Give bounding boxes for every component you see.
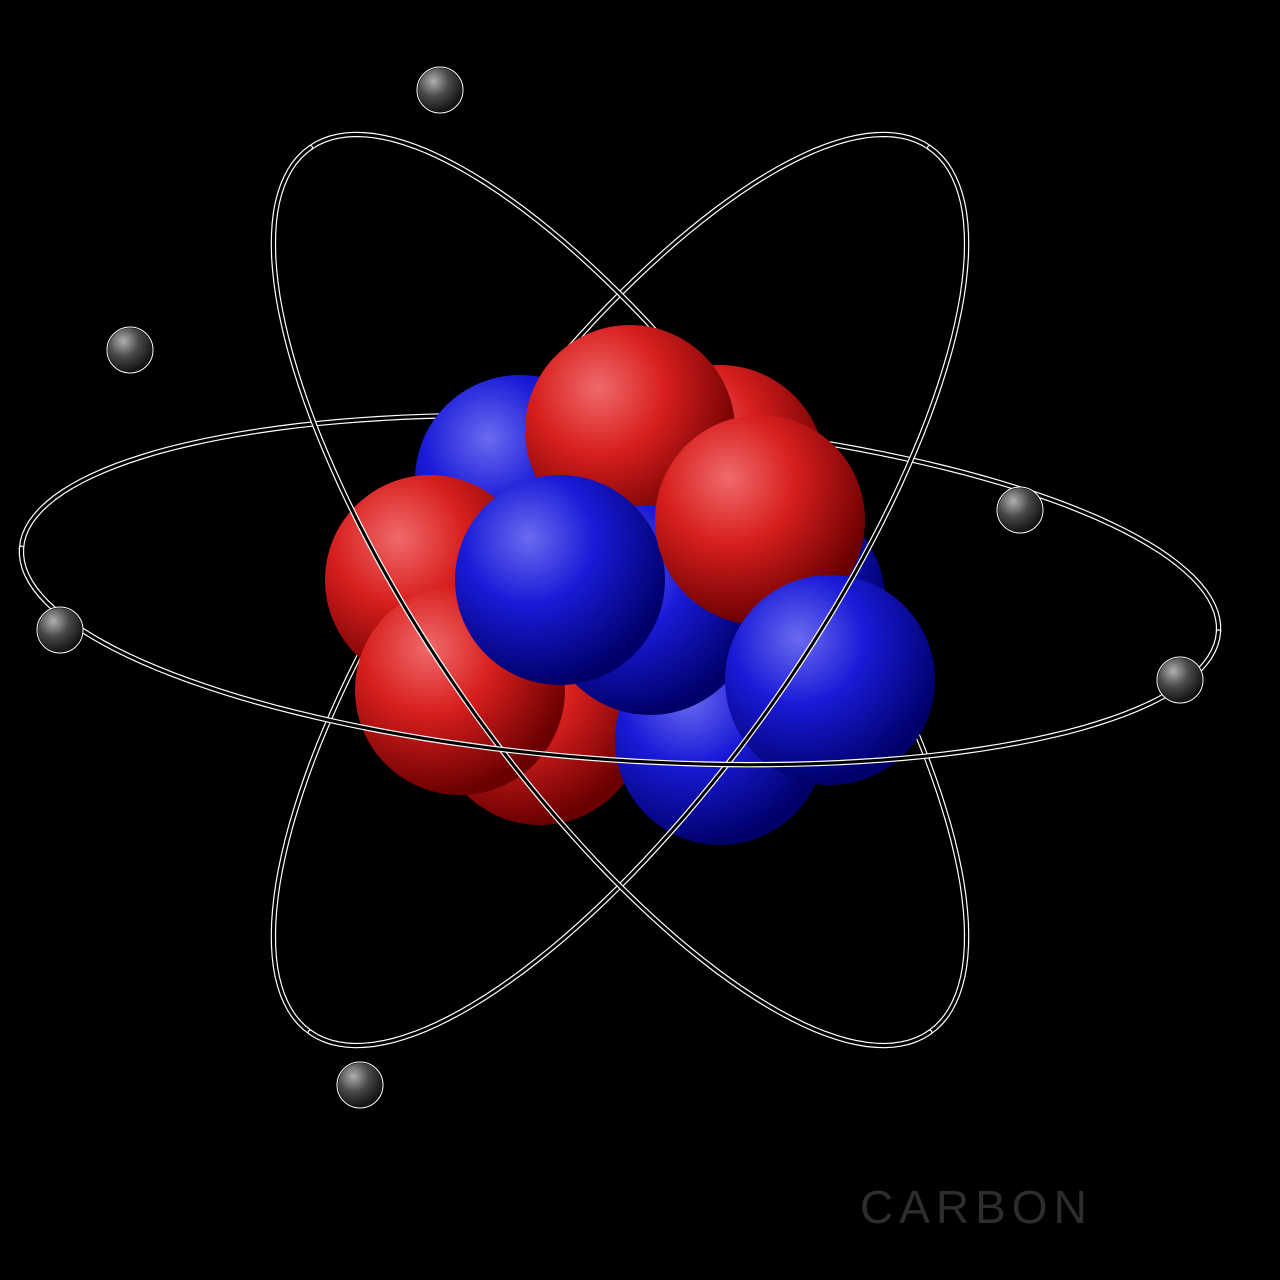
element-label: CARBON bbox=[860, 1180, 1093, 1234]
neutron-sphere bbox=[455, 475, 665, 685]
electron-sphere bbox=[338, 1063, 382, 1107]
electron-sphere bbox=[418, 68, 462, 112]
electron-sphere bbox=[1158, 658, 1202, 702]
atom-diagram bbox=[0, 0, 1280, 1280]
electron-sphere bbox=[108, 328, 152, 372]
nucleus bbox=[325, 325, 935, 845]
electron-sphere bbox=[38, 608, 82, 652]
neutron-sphere bbox=[725, 575, 935, 785]
electron-sphere bbox=[998, 488, 1042, 532]
